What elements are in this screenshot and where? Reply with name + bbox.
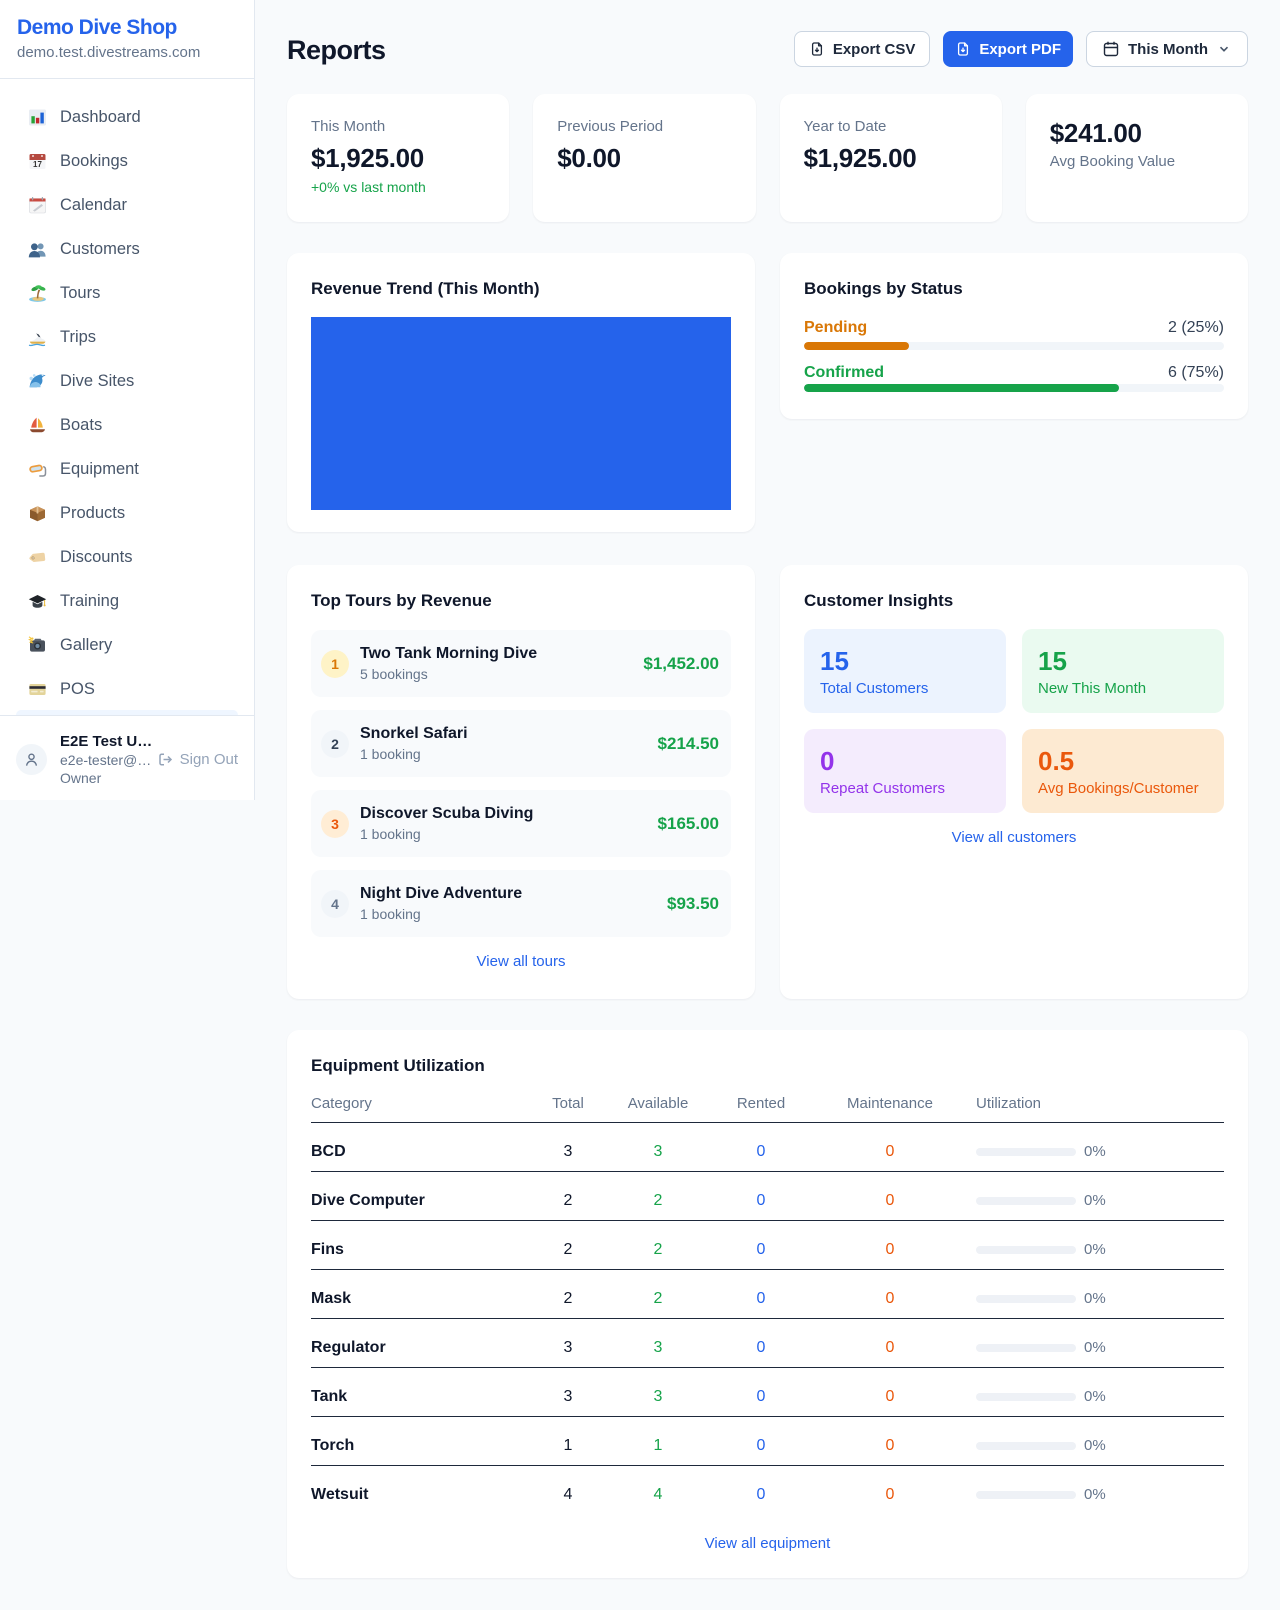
svg-text:17: 17	[33, 160, 42, 169]
